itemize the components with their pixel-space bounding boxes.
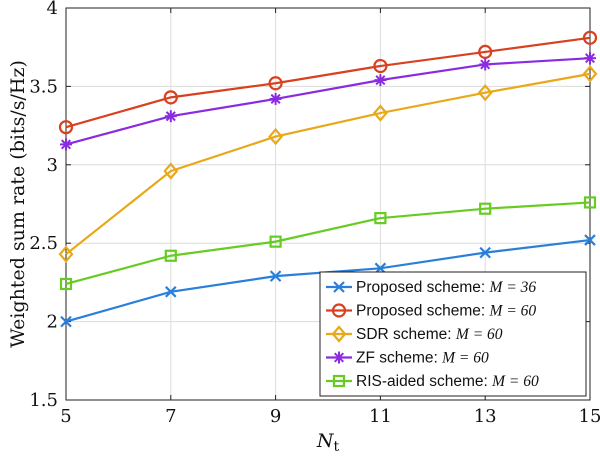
data-point xyxy=(60,315,72,328)
data-point xyxy=(269,92,282,105)
legend-label-name: RIS-aided scheme: xyxy=(356,373,492,390)
data-point xyxy=(165,286,177,298)
data-point xyxy=(583,196,597,209)
series-3 xyxy=(58,65,598,263)
y-tick-label: 3 xyxy=(47,155,58,176)
legend-item: RIS-aided scheme: M = 60 xyxy=(326,373,539,390)
series-5 xyxy=(59,196,597,291)
data-point xyxy=(372,104,388,122)
data-point xyxy=(582,30,598,45)
legend-marker xyxy=(332,374,346,388)
data-point xyxy=(268,127,284,146)
legend-label: Proposed scheme: M = 36 xyxy=(356,279,536,296)
x-tick-label: 13 xyxy=(474,406,497,427)
y-tick-label: 3.5 xyxy=(29,76,58,97)
legend-label-name: SDR scheme: xyxy=(356,326,456,343)
legend-label-math: M = 36 xyxy=(489,279,537,296)
legend-marker xyxy=(331,303,347,318)
data-point xyxy=(164,110,177,123)
data-point xyxy=(584,234,596,246)
x-tick-label: 5 xyxy=(60,406,71,427)
legend-label: RIS-aided scheme: M = 60 xyxy=(356,373,539,390)
data-point xyxy=(584,52,596,65)
y-axis-label: Weighted sum rate (bits/s/Hz) xyxy=(7,60,29,348)
x-tick-label: 15 xyxy=(579,406,600,427)
x-axis-label-main: N xyxy=(316,430,335,452)
data-point xyxy=(58,120,74,135)
y-tick-label: 1.5 xyxy=(29,390,58,411)
plot-frame xyxy=(65,7,591,401)
data-point xyxy=(163,90,178,105)
data-point xyxy=(374,74,387,87)
data-point xyxy=(60,138,72,151)
series-line xyxy=(65,72,591,256)
legend-label-name: ZF scheme: xyxy=(356,350,442,367)
legend-label-math: M = 60 xyxy=(489,303,537,320)
data-point xyxy=(479,246,491,259)
data-point xyxy=(164,249,177,262)
legend-label-name: Proposed scheme: xyxy=(356,303,490,320)
data-point xyxy=(269,235,282,248)
series-line xyxy=(65,57,591,146)
y-tick-label: 2 xyxy=(47,312,58,333)
series-line xyxy=(65,36,591,129)
data-point xyxy=(373,58,388,74)
data-point xyxy=(163,162,179,180)
legend-item: Proposed scheme: M = 60 xyxy=(326,303,536,320)
legend-marker xyxy=(333,281,345,293)
y-tick-label: 4 xyxy=(47,0,58,19)
data-point xyxy=(479,58,492,71)
series-2 xyxy=(58,30,598,135)
x-tick-label: 7 xyxy=(165,406,176,427)
y-tick-label: 2.5 xyxy=(29,233,58,254)
data-point xyxy=(374,212,387,225)
series-4 xyxy=(60,52,596,151)
data-point xyxy=(269,270,282,282)
legend-label: ZF scheme: M = 60 xyxy=(356,350,489,367)
series-group xyxy=(58,30,598,328)
data-point xyxy=(479,202,492,215)
legend-item: Proposed scheme: M = 36 xyxy=(326,279,536,296)
legend-label-name: Proposed scheme: xyxy=(356,279,490,296)
data-point xyxy=(59,277,73,291)
x-tick-label: 11 xyxy=(369,406,392,427)
legend-box xyxy=(319,271,587,397)
legend-marker xyxy=(333,351,345,364)
legend-label-math: M = 60 xyxy=(441,350,489,367)
x-axis-label-subscript: t xyxy=(333,439,339,455)
legend-item: SDR scheme: M = 60 xyxy=(326,325,503,343)
legend-label-math: M = 60 xyxy=(491,373,539,390)
data-point xyxy=(477,83,493,102)
data-point xyxy=(58,245,74,263)
data-point xyxy=(478,44,493,60)
data-point xyxy=(268,76,283,91)
legend-label: SDR scheme: M = 60 xyxy=(356,326,503,343)
axis-ticks: 5 7 9 11 13 15 1.5 2 2.5 3 3.5 4 xyxy=(29,0,600,427)
data-point xyxy=(582,65,598,83)
legend-item: ZF scheme: M = 60 xyxy=(326,350,489,367)
legend-marker xyxy=(331,325,347,343)
legend-label-math: M = 60 xyxy=(455,326,503,343)
series-line xyxy=(65,201,591,286)
x-axis-label: Nt xyxy=(316,430,340,455)
legend-label: Proposed scheme: M = 60 xyxy=(356,303,536,320)
x-tick-label: 9 xyxy=(270,406,281,427)
